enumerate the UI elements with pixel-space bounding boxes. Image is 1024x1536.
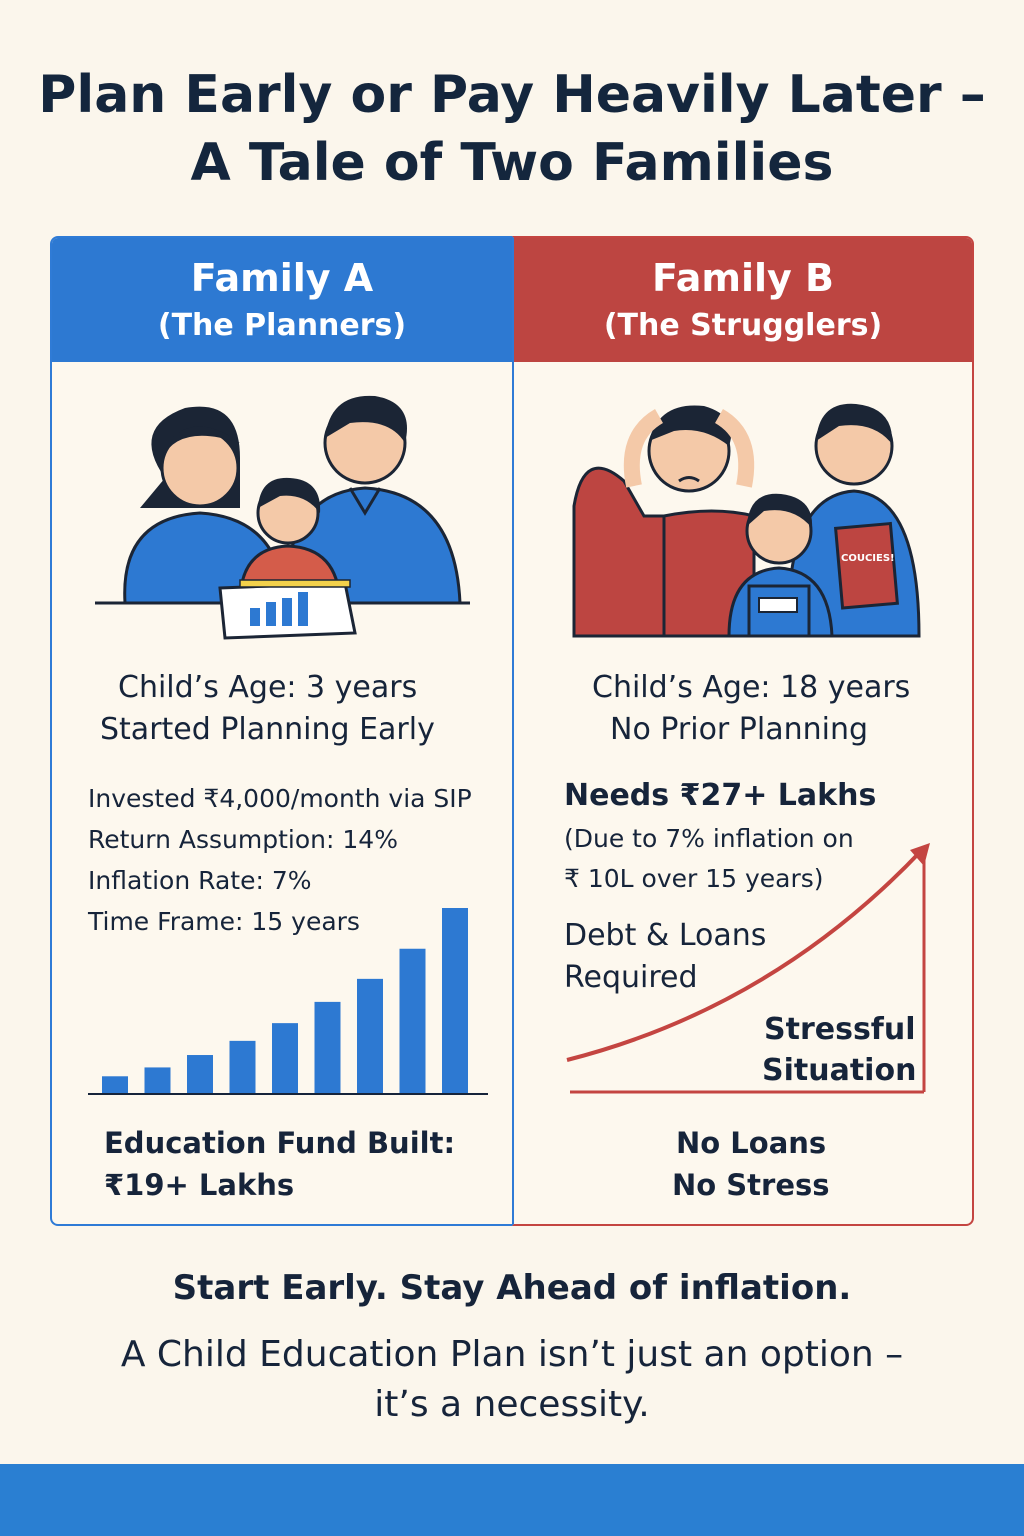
growth-bar — [229, 1040, 256, 1094]
family-b-bottom-line-1: No Loans — [676, 1126, 827, 1160]
stressed-family-illustration: COUCIES! — [572, 403, 921, 638]
page-title-line-2: A Tale of Two Families — [190, 133, 834, 193]
family-b-needs: Needs ₹27+ Lakhs — [564, 778, 877, 813]
family-a-status: Started Planning Early — [100, 712, 435, 747]
footer-message-line-2: it’s a necessity. — [374, 1384, 650, 1425]
family-b-bottom-line-2: No Stress — [672, 1168, 830, 1202]
book-label: COUCIES! — [841, 553, 895, 564]
family-a-age: Child’s Age: 3 years — [118, 670, 418, 705]
family-a-detail-return: Return Assumption: 14% — [88, 825, 398, 854]
footer-tagline: Start Early. Stay Ahead of inflation. — [172, 1268, 852, 1308]
family-b-needs-note-2: ₹ 10L over 15 years) — [564, 864, 824, 893]
family-a-result-value: ₹19+ Lakhs — [104, 1168, 295, 1202]
family-a-result-label: Education Fund Built: — [104, 1126, 456, 1160]
footer-message: A Child Education Plan isn’t just an opt… — [0, 1330, 1024, 1430]
family-a-panel: Family A (The Planners) Child’s Age: 3 y… — [50, 236, 512, 1226]
family-b-needs-note-1: (Due to 7% inflation on — [564, 824, 854, 853]
growth-bar — [272, 1023, 298, 1094]
family-a-subtitle: (The Planners) — [157, 308, 407, 343]
growth-bar — [144, 1067, 171, 1094]
family-b-debt-line-1: Debt & Loans — [564, 918, 767, 953]
family-b-stress-line-1: Stressful — [764, 1012, 916, 1047]
page-title-line-1: Plan Early or Pay Heavily Later – — [38, 65, 986, 125]
family-b-panel: Family B (The Strugglers) COUCIES! Child… — [512, 236, 974, 1226]
growth-bar — [187, 1055, 213, 1094]
family-a-detail-inflation: Inflation Rate: 7% — [88, 866, 312, 895]
family-b-age: Child’s Age: 18 years — [592, 670, 911, 705]
bottom-accent-bar — [0, 1464, 1024, 1536]
growth-bar — [357, 978, 383, 1094]
fund-growth-bar-chart — [88, 908, 488, 1095]
family-b-name: Family B — [652, 256, 834, 300]
family-a-detail-investment: Invested ₹4,000/month via SIP — [88, 784, 472, 813]
family-a-header: Family A (The Planners) — [52, 238, 512, 362]
family-b-stress-line-2: Situation — [762, 1053, 917, 1088]
family-b-header: Family B (The Strugglers) — [514, 238, 972, 362]
family-a-name: Family A — [190, 256, 374, 300]
planning-family-illustration — [95, 395, 470, 640]
family-b-debt-line-2: Required — [564, 960, 698, 995]
growth-bar — [102, 1076, 128, 1094]
family-b-subtitle: (The Strugglers) — [603, 308, 883, 343]
rising-cost-curve — [566, 843, 930, 1094]
footer-message-line-1: A Child Education Plan isn’t just an opt… — [120, 1334, 904, 1375]
growth-bar — [399, 948, 426, 1094]
growth-bar — [442, 908, 468, 1094]
family-a-detail-timeframe: Time Frame: 15 years — [88, 907, 360, 936]
family-b-status: No Prior Planning — [610, 712, 869, 747]
growth-bar — [314, 1001, 341, 1094]
